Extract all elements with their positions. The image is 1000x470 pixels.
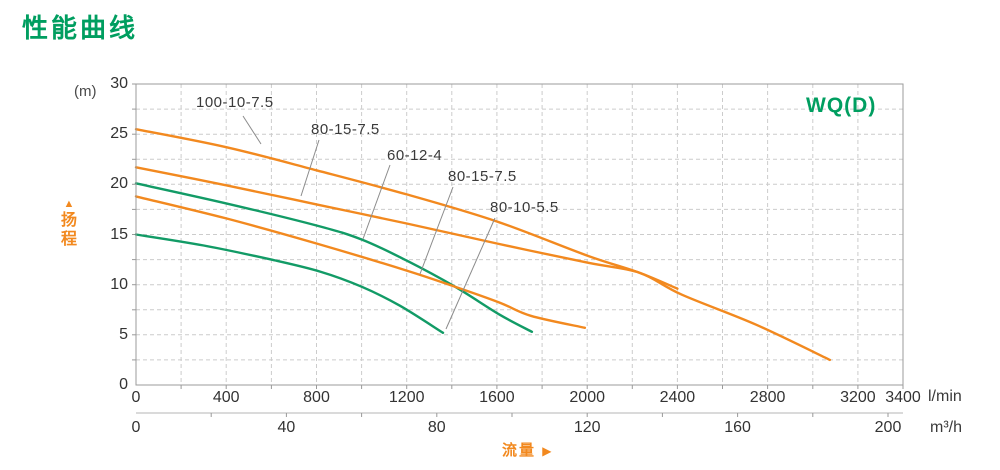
series-family-label: WQ(D) bbox=[806, 94, 877, 117]
leader-line-1 bbox=[300, 139, 320, 197]
label-leader-lines bbox=[242, 115, 496, 330]
y-axis-title: ▲ 扬程 bbox=[56, 197, 82, 249]
x2-tick-label: 160 bbox=[724, 419, 751, 436]
y-tick-label: 25 bbox=[110, 125, 128, 143]
x2-tick-label: 120 bbox=[573, 419, 601, 436]
leader-line-0 bbox=[242, 115, 262, 145]
curve-label-100-10-7.5-0: 100-10-7.5 bbox=[196, 94, 274, 111]
x-tick-label: 0 bbox=[131, 389, 141, 406]
y-tick-label: 20 bbox=[110, 175, 128, 193]
curve-80-15-7.5-3 bbox=[134, 195, 587, 329]
y-tick-label: 5 bbox=[119, 325, 128, 343]
x-tick-label: 2800 bbox=[749, 389, 786, 406]
x-tick-label: 3200 bbox=[840, 389, 876, 406]
curve-80-15-7.5-1 bbox=[134, 166, 832, 362]
y-axis-unit-label: (m) bbox=[74, 83, 97, 100]
axis-tick-marks bbox=[132, 83, 904, 389]
curve-label-80-10-5.5-4: 80-10-5.5 bbox=[490, 199, 559, 216]
x-axis-unit-lmin: l/min bbox=[928, 388, 962, 405]
x-axis-title: 流量 ▶ bbox=[502, 439, 551, 460]
x2-tick-label: 0 bbox=[131, 419, 141, 436]
curve-60-12-4-2 bbox=[134, 182, 534, 333]
x-tick-label: 400 bbox=[212, 389, 240, 406]
x-axis-unit-m3h: m³/h bbox=[930, 419, 962, 436]
x-tick-label: 2400 bbox=[659, 389, 696, 406]
x-axis-title-text: 流量 bbox=[502, 442, 537, 459]
y-tick-label: 0 bbox=[119, 376, 128, 393]
right-triangle-icon: ▶ bbox=[542, 444, 552, 458]
pump-curves bbox=[134, 127, 832, 362]
curve-label-60-12-4-2: 60-12-4 bbox=[387, 147, 443, 164]
x2-tick-label: 40 bbox=[277, 419, 296, 436]
y-tick-label: 15 bbox=[110, 225, 128, 243]
x-tick-label: 800 bbox=[303, 389, 330, 406]
x-tick-label: 3400 bbox=[885, 389, 921, 406]
x2-tick-label: 200 bbox=[874, 419, 902, 436]
secondary-x-axis-line bbox=[136, 412, 903, 417]
page-title: 性能曲线 bbox=[22, 13, 139, 43]
y-tick-label: 10 bbox=[110, 275, 128, 293]
grid-lines bbox=[136, 84, 903, 385]
leader-line-4 bbox=[445, 217, 496, 330]
curve-label-80-15-7.5-3: 80-15-7.5 bbox=[448, 168, 517, 185]
curve-80-10-5.5-4 bbox=[134, 233, 445, 334]
leader-line-2 bbox=[362, 164, 391, 240]
y-tick-label: 30 bbox=[110, 75, 128, 92]
up-triangle-icon: ▲ bbox=[63, 198, 75, 210]
x-tick-label: 1200 bbox=[388, 389, 425, 406]
x-tick-label: 2000 bbox=[569, 389, 605, 406]
plot-border bbox=[135, 83, 904, 386]
x-tick-label: 1600 bbox=[479, 389, 515, 406]
y-axis-title-text: 扬程 bbox=[60, 212, 77, 248]
x2-tick-label: 80 bbox=[427, 419, 446, 436]
leader-line-3 bbox=[419, 186, 454, 275]
curve-label-80-15-7.5-1: 80-15-7.5 bbox=[311, 121, 380, 138]
